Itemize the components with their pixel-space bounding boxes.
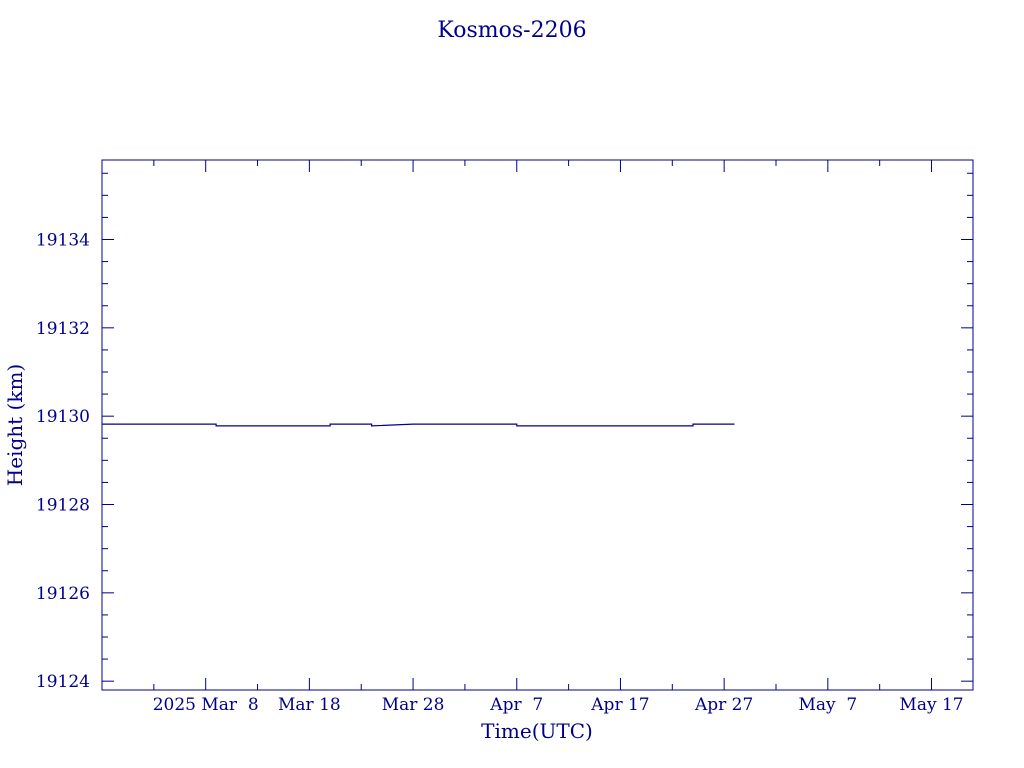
plot-frame (101, 159, 974, 691)
chart-title: Kosmos-2206 (437, 18, 586, 43)
x-tick-label: May 17 (899, 695, 963, 715)
x-tick-label: Apr 7 (489, 695, 543, 715)
x-tick-label: Mar 28 (382, 695, 445, 715)
y-tick-label: 19126 (36, 584, 90, 604)
x-tick-label: Mar 18 (278, 695, 341, 715)
x-tick-label: May 7 (798, 695, 857, 715)
y-tick-label: 19124 (36, 672, 90, 692)
x-ticks (101, 160, 933, 690)
x-tick-label: Apr 17 (590, 695, 649, 715)
y-tick-label: 19128 (36, 496, 90, 516)
x-tick-label: Apr 27 (694, 695, 753, 715)
x-axis-label: Time(UTC) (481, 719, 593, 743)
x-tick-labels: 2025 Mar 8 Mar 18 Mar 28 Apr 7 Apr 17 Apr 27 M… (153, 695, 964, 715)
y-tick-label: 19134 (36, 231, 90, 251)
series-line (102, 423, 735, 427)
y-tick-labels: 19124 19126 19128 19130 19132 19134 (36, 231, 90, 693)
y-tick-label: 19130 (36, 407, 90, 427)
y-axis-label: Height (km) (3, 364, 27, 486)
y-ticks (102, 172, 973, 682)
y-tick-label: 19132 (36, 319, 90, 339)
x-tick-label: 2025 Mar 8 (153, 695, 259, 715)
